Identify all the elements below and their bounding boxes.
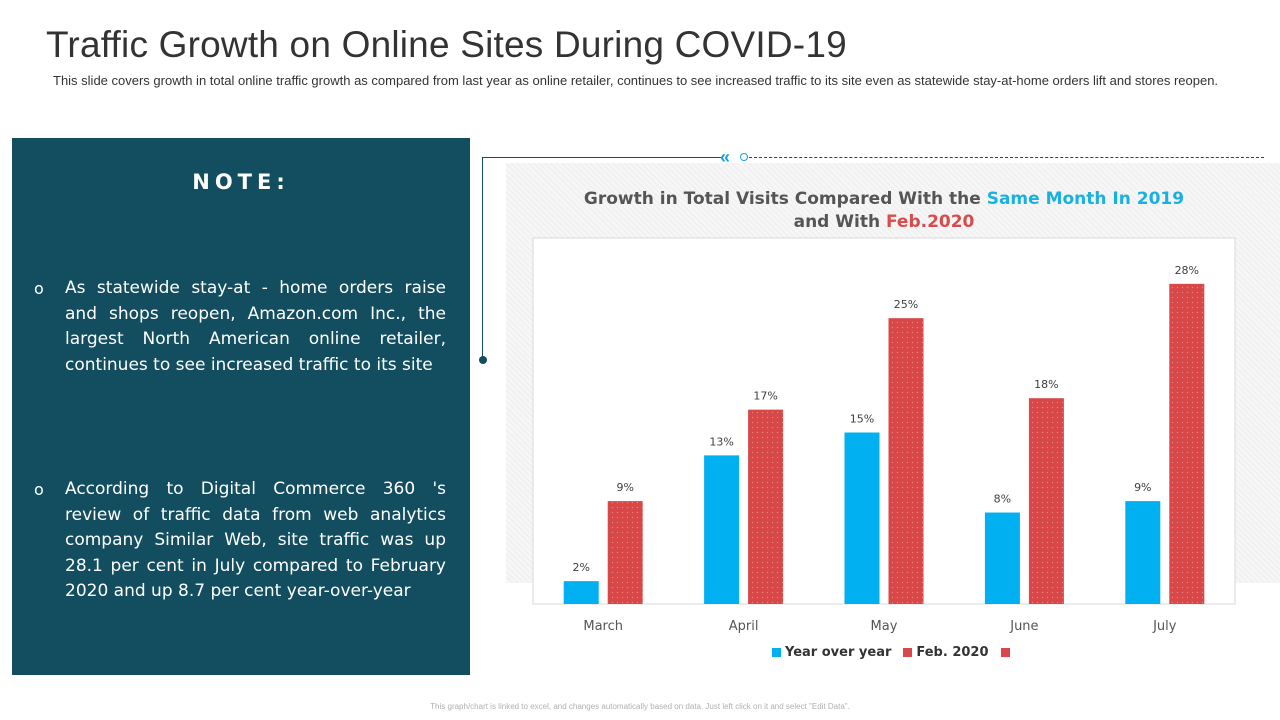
x-tick-label: June — [1009, 619, 1038, 634]
note-bullet-text: According to Digital Commerce 360 's rev… — [65, 479, 446, 601]
page-title: Traffic Growth on Online Sites During CO… — [46, 24, 847, 65]
chart-title-highlight: Same Month In 2019 — [986, 189, 1185, 209]
connector-dot — [479, 356, 487, 364]
legend-label: Year over year — [785, 644, 892, 660]
connector-line — [482, 157, 722, 158]
note-panel: NOTE: o As statewide stay-at - home orde… — [12, 138, 470, 675]
note-bullet: o According to Digital Commerce 360 's r… — [34, 477, 446, 605]
dashed-divider — [749, 157, 1264, 158]
bullet-marker-icon: o — [34, 480, 44, 499]
note-bullet: o As statewide stay-at - home orders rai… — [34, 276, 446, 378]
chart-title-part: Growth in Total Visits Compared With the — [583, 189, 987, 209]
legend-swatch — [903, 647, 913, 657]
chart-title-part: and With — [793, 212, 886, 232]
legend-item: Year over year — [772, 645, 891, 660]
bullet-marker-icon: o — [34, 279, 44, 298]
legend-label: Feb. 2020 — [916, 644, 989, 660]
chart-title-highlight: Feb.2020 — [885, 212, 975, 232]
legend-swatch — [1000, 647, 1010, 657]
x-tick-label: July — [1152, 619, 1177, 634]
legend-item: Feb. 2020 — [903, 644, 989, 660]
legend-item — [1000, 647, 1014, 657]
note-heading: NOTE: — [192, 170, 290, 194]
note-bullet-text: As statewide stay-at - home orders raise… — [65, 278, 446, 375]
x-tick-label: March — [583, 619, 623, 634]
legend-swatch — [772, 647, 781, 657]
chart-legend: Year over year Feb. 2020 — [772, 644, 1026, 660]
chart-title: Growth in Total Visits Compared With the… — [520, 188, 1248, 234]
ring-icon — [740, 153, 748, 161]
connector-line — [482, 157, 483, 360]
x-tick-label: May — [871, 619, 898, 634]
page-subtitle: This slide covers growth in total online… — [53, 73, 1219, 88]
footer-note: This graph/chart is linked to excel, and… — [430, 702, 850, 711]
x-tick-label: April — [729, 619, 759, 634]
bar-year-over-year-march — [563, 581, 599, 604]
